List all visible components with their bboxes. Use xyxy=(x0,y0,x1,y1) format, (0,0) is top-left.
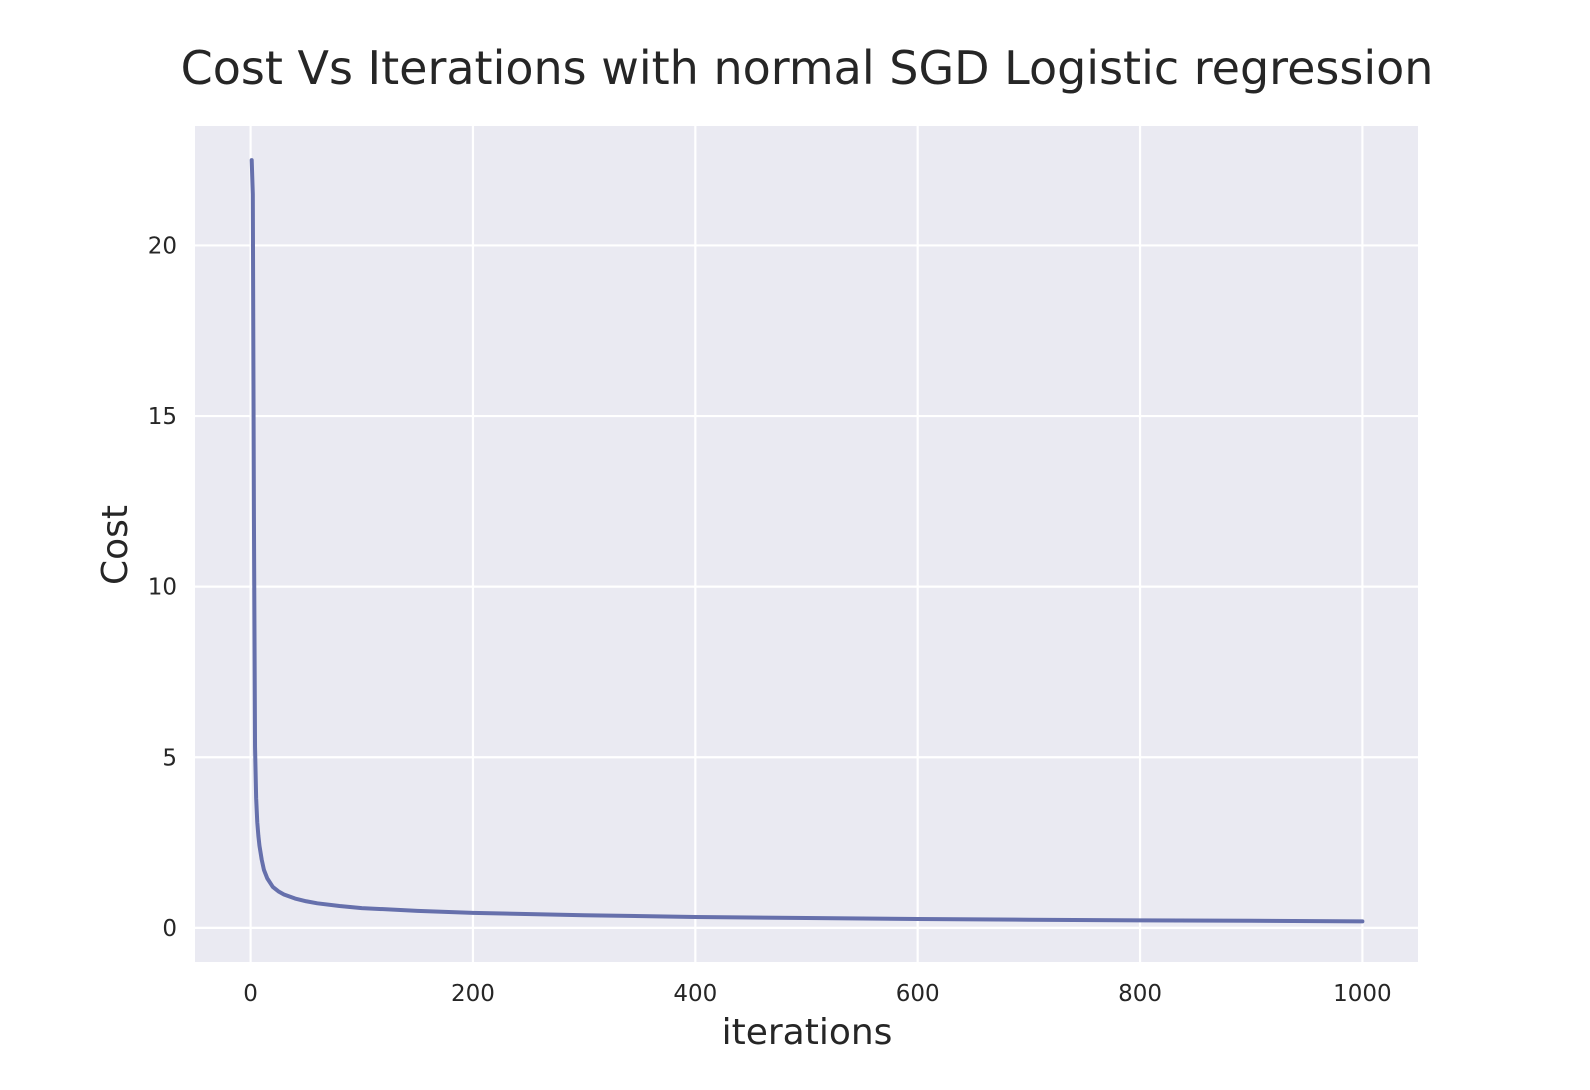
y-tick-label: 0 xyxy=(162,916,177,942)
x-tick-label: 800 xyxy=(1118,981,1162,1007)
x-tick-label: 0 xyxy=(243,981,258,1007)
y-tick-label: 5 xyxy=(162,745,177,771)
ticks: 0 200 400 600 800 1000 0 5 10 15 20 xyxy=(148,233,1392,1007)
x-tick-label: 600 xyxy=(896,981,940,1007)
chart-title: Cost Vs Iterations with normal SGD Logis… xyxy=(181,41,1434,95)
y-tick-label: 15 xyxy=(148,404,177,430)
x-tick-label: 400 xyxy=(673,981,717,1007)
x-tick-label: 1000 xyxy=(1333,981,1392,1007)
y-tick-label: 10 xyxy=(148,575,177,601)
cost-line xyxy=(249,158,1365,924)
series-layer xyxy=(249,158,1365,924)
grid xyxy=(195,126,1418,962)
y-axis-label: Cost xyxy=(95,505,136,585)
x-tick-label: 200 xyxy=(451,981,495,1007)
y-tick-label: 20 xyxy=(148,233,177,259)
plot-area xyxy=(195,126,1418,962)
x-axis-label: iterations xyxy=(722,1012,893,1053)
